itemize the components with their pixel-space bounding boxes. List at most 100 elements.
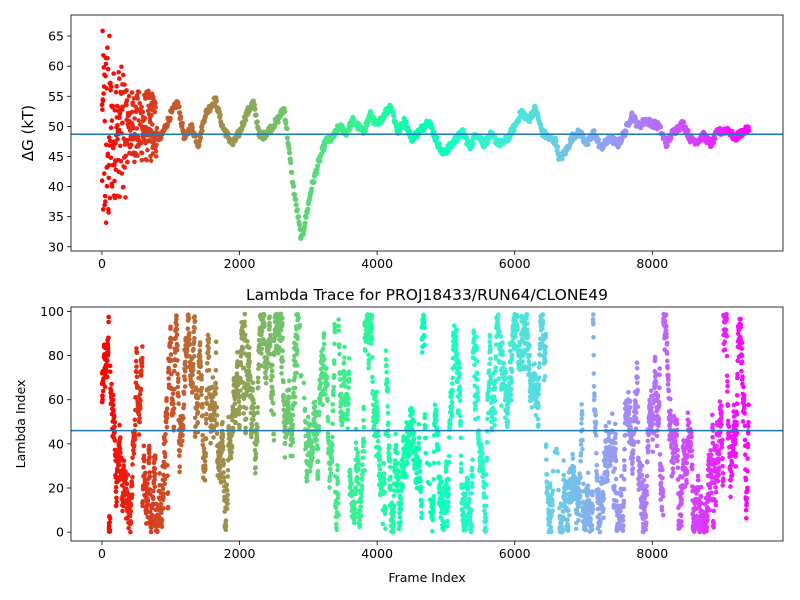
lambda-point — [255, 425, 260, 430]
lambda-point — [419, 500, 424, 506]
lambda-point — [386, 433, 391, 439]
lambda-point — [585, 483, 591, 489]
lambda-point — [162, 454, 168, 460]
delta-g-point — [164, 121, 170, 128]
delta-g-point — [158, 135, 164, 141]
delta-g-point — [100, 28, 105, 34]
lambda-point — [131, 443, 137, 448]
lambda-point — [155, 528, 160, 534]
lambda-point — [117, 446, 123, 452]
lambda-point — [532, 361, 537, 367]
lambda-point — [361, 424, 367, 430]
lambda-point — [366, 352, 371, 358]
lambda-point — [493, 365, 499, 370]
delta-g-point — [117, 76, 122, 81]
lambda-point — [375, 438, 381, 444]
delta-g-point — [148, 158, 154, 163]
lambda-point — [329, 448, 335, 454]
lambda-point — [483, 518, 489, 524]
lambda-point — [110, 402, 116, 408]
delta-g-point — [139, 158, 145, 163]
lambda-point — [332, 341, 337, 347]
delta-g-point — [117, 194, 122, 199]
lambda-point — [458, 435, 464, 441]
lambda-point — [310, 450, 316, 456]
lambda-point — [132, 417, 138, 423]
lambda-point — [335, 463, 340, 468]
lambda-point — [467, 496, 472, 502]
lambda-point — [543, 358, 548, 364]
lambda-point — [296, 315, 301, 321]
lambda-point — [472, 362, 477, 368]
lambda-point — [192, 314, 197, 319]
lambda-point — [384, 380, 390, 385]
delta-g-point — [106, 162, 112, 168]
lambda-point — [113, 489, 119, 494]
lambda-point — [427, 481, 432, 487]
lambda-point — [366, 365, 371, 371]
lambda-point — [325, 418, 331, 424]
delta-g-point — [296, 222, 303, 228]
lambda-point — [177, 464, 182, 470]
lambda-point — [601, 496, 606, 501]
lambda-point — [105, 358, 110, 364]
lambda-point — [185, 326, 191, 332]
lambda-point — [422, 334, 427, 339]
delta-g-point — [153, 149, 159, 154]
lambda-point — [106, 523, 112, 529]
delta-g-point — [712, 136, 718, 142]
delta-g-point — [135, 134, 141, 140]
lambda-point — [145, 481, 150, 486]
lambda-point — [229, 445, 235, 451]
lambda-point — [316, 424, 322, 429]
delta-g-point — [109, 118, 115, 123]
lambda-point — [165, 504, 171, 510]
delta-g-point — [105, 66, 111, 72]
lambda-point — [127, 513, 133, 519]
lambda-point — [400, 484, 405, 490]
lambda-point — [164, 406, 170, 412]
lambda-point — [139, 364, 145, 369]
lambda-point — [100, 394, 105, 399]
delta-g-point — [199, 128, 205, 134]
lambda-point — [290, 440, 296, 445]
delta-g-point — [119, 171, 125, 176]
lambda-point — [361, 418, 366, 423]
lambda-point — [356, 460, 361, 466]
lambda-point — [145, 502, 151, 508]
lambda-point — [259, 351, 264, 356]
lambda-point — [263, 381, 269, 386]
lambda-point — [560, 528, 565, 534]
lambda-point — [179, 442, 184, 448]
lambda-point — [152, 484, 158, 490]
delta-g-point — [99, 102, 105, 108]
lambda-point — [550, 468, 556, 474]
lambda-point — [469, 480, 475, 486]
lambda-point — [242, 323, 248, 329]
lambda-point — [334, 527, 340, 533]
lambda-point — [221, 461, 226, 467]
lambda-point — [100, 397, 105, 403]
lambda-point — [453, 334, 459, 339]
lambda-point — [505, 406, 511, 411]
lambda-point — [195, 420, 200, 425]
lambda-point — [110, 397, 116, 403]
x-tick-label: 4000 — [361, 256, 393, 271]
lambda-point — [609, 458, 614, 463]
lambda-point — [167, 344, 173, 350]
lambda-point — [101, 380, 106, 386]
lambda-point — [177, 469, 182, 475]
delta-g-point — [311, 179, 317, 185]
lambda-point — [322, 357, 327, 362]
delta-g-point — [289, 169, 295, 175]
lambda-point — [310, 445, 316, 450]
lambda-point — [165, 490, 171, 495]
lambda-point — [241, 411, 246, 416]
lambda-point — [475, 377, 480, 382]
lambda-point — [347, 467, 353, 473]
delta-g-point — [127, 128, 133, 133]
lambda-point — [315, 474, 321, 480]
delta-g-point — [197, 135, 204, 141]
lambda-point — [158, 501, 164, 507]
lambda-point — [447, 422, 453, 428]
